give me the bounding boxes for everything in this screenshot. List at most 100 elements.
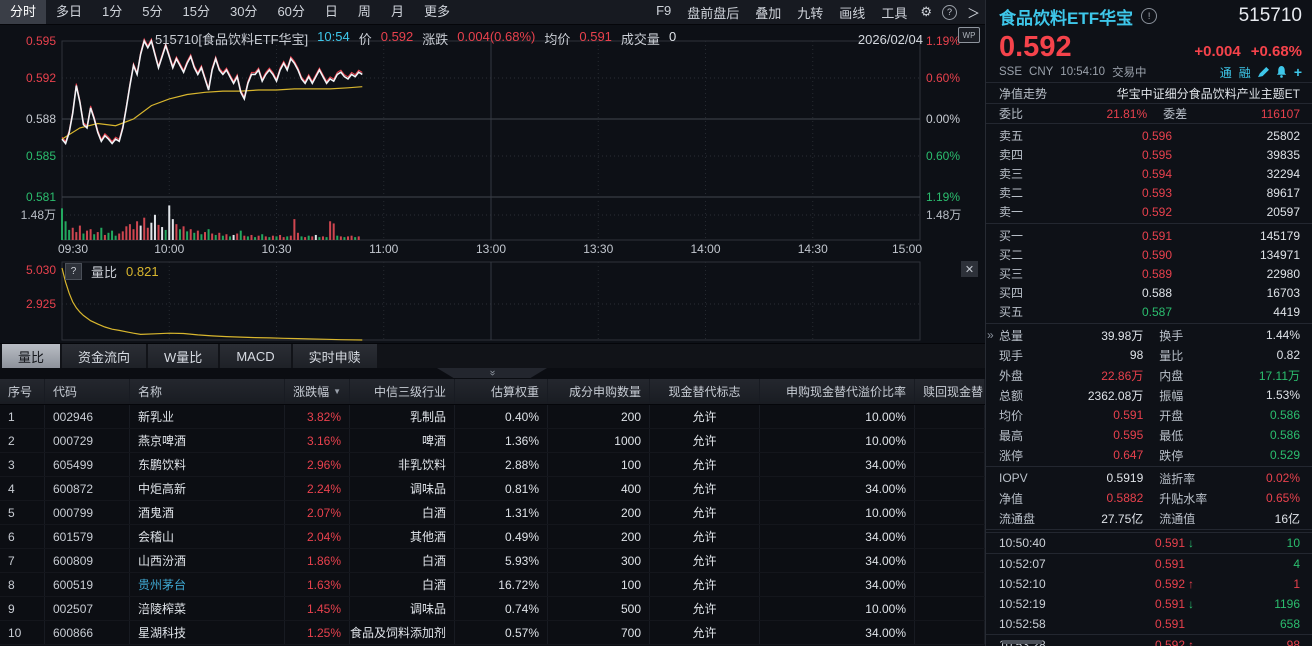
table-cell: 调味品	[350, 477, 455, 500]
margin-tong-badge[interactable]: 通	[1219, 65, 1232, 80]
tick-row[interactable]: 10:52:10 0.592 ↑ 1	[986, 574, 1312, 594]
indicator-tab[interactable]: 量比	[2, 344, 61, 368]
settings-gear-icon[interactable]: ⚙	[920, 4, 932, 19]
column-header[interactable]: 赎回现金替	[915, 379, 985, 404]
tick-time: 10:52:58	[999, 617, 1046, 631]
table-cell: 34.00%	[760, 621, 915, 644]
iopv-line	[61, 37, 363, 143]
tool-button[interactable]: 工具	[881, 5, 908, 21]
period-tab[interactable]: 60分	[277, 4, 305, 19]
table-row[interactable]: 9 002507 涪陵榨菜 1.45% 调味品 0.74% 500 允许 10.00%	[0, 597, 985, 621]
level-price: 0.587	[1141, 304, 1172, 319]
collapse-handle[interactable]: »	[437, 368, 547, 378]
pencil-icon[interactable]	[1257, 66, 1269, 78]
table-row[interactable]: 1 002946 新乳业 3.82% 乳制品 0.40% 200 允许 10.00%	[0, 405, 985, 429]
tool-button[interactable]: F9	[656, 2, 672, 18]
right-axis-labels: 1.19% 0.60% 0.00% 0.60% 1.19% 1.48万	[926, 34, 961, 222]
indicator-tab[interactable]: 实时申赎	[292, 344, 377, 368]
column-header[interactable]: 估算权重	[455, 379, 548, 404]
period-tab[interactable]: 多日	[56, 4, 83, 19]
tick-row[interactable]: 10:50:40 0.591 ↓ 10	[986, 533, 1312, 554]
ask-row[interactable]: 卖四 0.595 39835	[986, 145, 1312, 164]
indicator-help-icon[interactable]: ?	[65, 263, 82, 280]
column-header[interactable]: 现金替代标志	[650, 379, 760, 404]
period-tab[interactable]: 周	[357, 4, 371, 19]
panel-expander-icon[interactable]: »	[987, 328, 994, 342]
column-header[interactable]: 成分申购数量	[548, 379, 650, 404]
column-header[interactable]: 中信三级行业	[350, 379, 455, 404]
tool-button[interactable]: 九转	[797, 5, 824, 21]
table-cell: 500	[548, 597, 650, 620]
table-row[interactable]: 5 000799 酒鬼酒 2.07% 白酒 1.31% 200 允许 10.00%	[0, 501, 985, 525]
column-header[interactable]: 序号	[0, 379, 45, 404]
indicator-tab[interactable]: MACD	[220, 344, 291, 368]
help-icon[interactable]: ?	[941, 4, 957, 20]
period-tab[interactable]: 15分	[182, 4, 210, 19]
table-cell: 2.07%	[285, 501, 350, 524]
bid-row[interactable]: 买三 0.589 22980	[986, 264, 1312, 283]
period-tab[interactable]: 更多	[423, 4, 450, 19]
ask-row[interactable]: 卖二 0.593 89617	[986, 183, 1312, 202]
period-tab[interactable]: 1分	[102, 4, 123, 19]
margin-rong-badge[interactable]: 融	[1238, 65, 1251, 80]
tick-row[interactable]: 10:52:19 0.591 ↓ 1196	[986, 594, 1312, 614]
bid-row[interactable]: 买四 0.588 16703	[986, 283, 1312, 302]
stat-value: 0.65%	[1265, 491, 1300, 505]
table-row[interactable]: 2 000729 燕京啤酒 3.16% 啤酒 1.36% 1000 允许 10.00%	[0, 429, 985, 453]
liangbi-chart[interactable]: 5.030 2.925	[0, 258, 985, 343]
column-header[interactable]: 名称	[130, 379, 285, 404]
info-icon[interactable]: !	[1141, 8, 1158, 24]
intraday-chart[interactable]: 0.595 0.592 0.588 0.585 0.581 1.48万 1.19% 0.60%…	[0, 25, 985, 258]
indicator-tab[interactable]: 资金流向	[62, 344, 147, 368]
liangbi-panel: 5.030 2.925 ? 量比 0.821 ✕	[0, 258, 985, 343]
tick-row[interactable]: 10:52:58 0.591 658	[986, 614, 1312, 635]
period-tab[interactable]: 5分	[142, 4, 163, 19]
table-cell: 调味品	[350, 597, 455, 620]
period-tab[interactable]: 分时	[0, 0, 47, 24]
indicator-tab[interactable]: W量比	[148, 344, 219, 368]
stat-value: 1.53%	[1265, 388, 1300, 402]
ask-row[interactable]: 卖一 0.592 20597	[986, 202, 1312, 221]
expand-chevron-icon[interactable]: ＞	[966, 5, 980, 21]
add-icon[interactable]: +	[1293, 64, 1302, 80]
tick-time: 10:52:10	[999, 577, 1046, 591]
table-cell: 啤酒	[350, 429, 455, 452]
tick-price: 0.592	[1154, 638, 1185, 646]
tool-button[interactable]: 画线	[839, 5, 866, 21]
bid-row[interactable]: 买五 0.587 4419	[986, 302, 1312, 321]
level-label: 买二	[999, 248, 1024, 262]
ask-row[interactable]: 卖三 0.594 32294	[986, 164, 1312, 183]
bid-row[interactable]: 买一 0.591 145179	[986, 226, 1312, 245]
table-cell: 3.16%	[285, 429, 350, 452]
level-volume: 134971	[1259, 247, 1300, 262]
wp-monitor-icon[interactable]: WP	[958, 27, 980, 43]
tool-button[interactable]: 盘前盘后	[687, 5, 740, 21]
table-row[interactable]: 6 601579 会稽山 2.04% 其他酒 0.49% 200 允许 34.00%	[0, 525, 985, 549]
stat-row: 现手 98 量比 0.82	[986, 345, 1312, 365]
tick-volume: 658	[1279, 617, 1300, 631]
table-cell: 4	[0, 477, 45, 500]
tool-button[interactable]: 叠加	[755, 5, 782, 21]
stat-label: 开盘	[1159, 408, 1184, 423]
scrollbar-thumb[interactable]	[1002, 640, 1042, 644]
table-row[interactable]: 8 600519 贵州茅台 1.63% 白酒 16.72% 100 允许 34.00%	[0, 573, 985, 597]
table-row[interactable]: 4 600872 中炬高新 2.24% 调味品 0.81% 400 允许 34.00%	[0, 477, 985, 501]
bell-icon[interactable]	[1276, 66, 1287, 78]
table-row[interactable]: 7 600809 山西汾酒 1.86% 白酒 5.93% 300 允许 34.00%	[0, 549, 985, 573]
table-row[interactable]: 3 605499 东鹏饮料 2.96% 非乳饮料 2.88% 100 允许 34.00%	[0, 453, 985, 477]
table-row[interactable]: 10 600866 星湖科技 1.25% 食品及饲料添加剂 0.57% 700 允许 34.00…	[0, 621, 985, 645]
column-header[interactable]: 申购现金替代溢价比率	[760, 379, 915, 404]
tick-row[interactable]: 10:52:07 0.591 4	[986, 554, 1312, 574]
period-tab[interactable]: 日	[324, 4, 338, 19]
tick-list[interactable]: 10:50:40 0.591 ↓ 10 10:52:07 0.591 4 10:52:10 0.…	[986, 532, 1312, 646]
period-tab[interactable]: 月	[390, 4, 404, 19]
close-icon[interactable]: ✕	[961, 261, 978, 277]
ask-row[interactable]: 卖五 0.596 25802	[986, 126, 1312, 145]
svg-text:1.19%: 1.19%	[926, 190, 960, 204]
stat-value: 16亿	[1274, 511, 1300, 526]
bid-row[interactable]: 买二 0.590 134971	[986, 245, 1312, 264]
column-header[interactable]: 涨跌幅 ▼	[285, 379, 350, 404]
column-header[interactable]: 代码	[45, 379, 130, 404]
period-tab[interactable]: 30分	[229, 4, 258, 19]
table-cell	[915, 501, 985, 524]
